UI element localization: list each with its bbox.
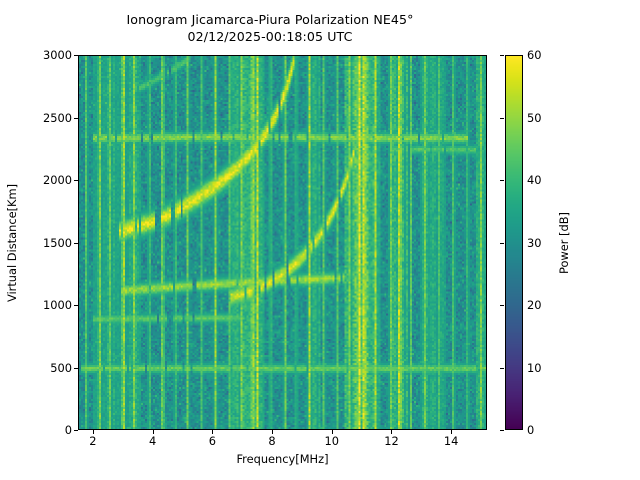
- colorbar-tick-label: 40: [527, 173, 542, 187]
- ionogram-heatmap: [79, 56, 486, 429]
- colorbar-label-text: Power [dB]: [557, 211, 571, 274]
- chart-title-line1: Ionogram Jicamarca-Piura Polarization NE…: [126, 12, 414, 27]
- y-tick-label: 500: [50, 360, 72, 375]
- x-tick-mark: [92, 430, 94, 434]
- colorbar-label: Power [dB]: [556, 55, 572, 430]
- colorbar-tick-mark: [500, 242, 504, 244]
- colorbar-tick-label: 20: [527, 298, 542, 312]
- y-tick-mark: [74, 117, 78, 119]
- y-tick-mark: [74, 180, 78, 181]
- x-tick-label: 8: [268, 434, 276, 448]
- x-axis-label-text: Frequency[MHz]: [236, 452, 329, 466]
- y-tick-label: 1000: [43, 298, 72, 312]
- x-tick-label: 2: [89, 434, 97, 448]
- y-axis-label: Virtual Distance[Km]: [4, 55, 20, 430]
- x-tick-label: 10: [324, 434, 340, 448]
- x-axis-label: Frequency[MHz]: [78, 452, 487, 466]
- y-axis-label-text: Virtual Distance[Km]: [5, 183, 20, 302]
- y-tick-mark: [74, 367, 78, 369]
- colorbar-tick-mark: [500, 430, 504, 431]
- colorbar-tick-label: 60: [527, 48, 542, 62]
- y-tick-mark: [74, 242, 78, 244]
- y-tick-mark: [74, 305, 78, 306]
- colorbar-tick-label: 10: [527, 360, 542, 375]
- colorbar-tick-mark: [500, 180, 504, 181]
- colorbar-tick-label: 50: [527, 110, 542, 125]
- x-tick-label: 12: [384, 434, 399, 448]
- colorbar-tick-mark: [500, 55, 504, 56]
- y-tick-label: 3000: [43, 48, 72, 62]
- x-tick-mark: [331, 430, 333, 434]
- y-axis-tick-labels: 0 500 1000 1500 2000 2500 3000: [22, 0, 72, 480]
- chart-title-line2: 02/12/2025-00:18:05 UTC: [187, 28, 353, 44]
- x-tick-mark: [152, 430, 154, 434]
- colorbar-tick-mark: [500, 117, 504, 119]
- y-tick-label: 2000: [43, 173, 72, 187]
- x-tick-mark: [272, 430, 274, 434]
- x-tick-label: 6: [208, 434, 216, 448]
- colorbar-gradient: [506, 56, 522, 429]
- y-tick-mark: [74, 55, 78, 56]
- colorbar-tick-label: 30: [527, 235, 542, 250]
- colorbar: [505, 55, 523, 430]
- x-axis-tick-labels: 2 4 6 8 10 12 14: [0, 434, 640, 450]
- chart-title: Ionogram Jicamarca-Piura Polarization NE…: [0, 12, 540, 45]
- x-tick-label: 14: [443, 434, 459, 448]
- y-tick-mark: [74, 430, 78, 431]
- y-tick-label: 0: [64, 423, 72, 437]
- colorbar-tick-mark: [500, 367, 504, 369]
- y-tick-label: 1500: [43, 235, 72, 250]
- x-tick-label: 4: [149, 434, 157, 448]
- ionogram-axes: [78, 55, 487, 430]
- y-tick-label: 2500: [43, 110, 72, 125]
- colorbar-tick-mark: [500, 305, 504, 306]
- x-tick-mark: [451, 430, 453, 434]
- x-tick-mark: [212, 430, 214, 434]
- x-tick-mark: [391, 430, 393, 434]
